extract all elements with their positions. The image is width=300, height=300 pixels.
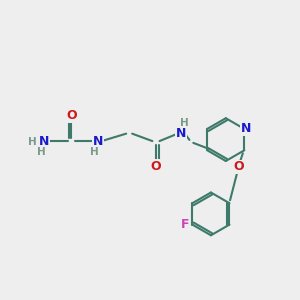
Text: O: O — [151, 160, 161, 173]
Text: N: N — [39, 135, 50, 148]
Text: N: N — [93, 135, 103, 148]
Text: H: H — [180, 118, 189, 128]
Text: N: N — [241, 122, 251, 135]
Text: O: O — [66, 109, 76, 122]
Text: H: H — [90, 147, 99, 158]
Text: O: O — [233, 160, 244, 173]
Text: H: H — [37, 147, 45, 158]
Text: H: H — [28, 137, 36, 147]
Text: N: N — [176, 127, 186, 140]
Text: F: F — [181, 218, 189, 231]
